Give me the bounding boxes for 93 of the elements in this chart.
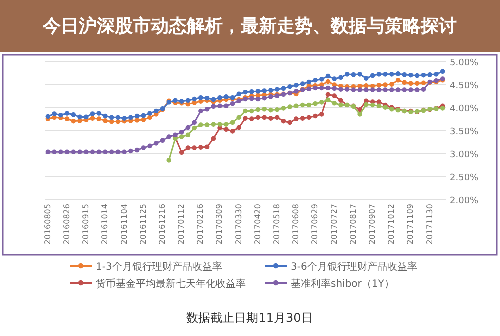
point [262,106,267,112]
point [338,98,344,104]
point [236,125,242,130]
point [179,150,184,156]
point [294,104,299,109]
point [326,98,331,103]
x-tick-label: 20170216 [196,204,206,245]
point [249,116,254,122]
x-tick-label: 20170330 [234,204,244,245]
y-tick-label: 3.00% [450,150,480,160]
point [281,106,286,111]
text: 数据截止日期11月30日 [186,311,314,325]
y-tick-label: 4.50% [450,82,480,92]
y-tick-label: 3.50% [450,128,480,138]
point [186,132,191,138]
point [383,105,388,110]
point [313,114,318,119]
x-tick-label: 20161104 [120,204,129,245]
legend-label: 货币基金平均最新七天年化收益率 [96,278,246,290]
x-tick-label: 20171109 [406,204,416,245]
x-tick-label: 20170518 [272,204,282,245]
y-tick-label: 5.00% [450,58,480,68]
x-tick-label: 20170420 [253,204,262,245]
x-tick-label: 20170907 [368,204,377,245]
point [186,146,191,150]
point [288,104,292,110]
x-tick-label: 20161125 [138,204,148,245]
x-tick-label: 20170727 [330,204,339,245]
legend-label: 基准利率shibor（1Y） [291,278,394,290]
point [313,101,318,106]
x-tick-label: 20170608 [292,204,301,245]
point [274,107,280,112]
point [288,120,292,126]
point [326,92,331,98]
x-tick-label: 20160915 [82,204,91,245]
point [256,107,261,112]
point [376,104,382,109]
point [440,106,446,111]
point [243,108,248,114]
point [230,129,236,134]
point [364,102,369,108]
point [243,116,248,121]
point [198,145,204,150]
point [249,108,254,114]
point [204,144,210,150]
point [211,122,216,127]
point [332,101,338,106]
point [204,122,210,128]
point [192,146,197,150]
point [224,127,229,132]
point [274,115,280,120]
point [332,94,338,98]
x-tick-label: 20170309 [215,204,224,245]
point [358,112,362,117]
point [300,116,306,121]
point [198,122,204,128]
point [319,112,324,117]
y-tick-label: 2.50% [450,174,480,184]
point [281,118,286,124]
y-tick-label: 2.00% [450,196,480,206]
point [268,116,274,121]
point [166,158,172,163]
point [306,102,312,108]
point [192,126,197,131]
x-tick-label: 20171012 [387,204,396,245]
x-tick-label: 20161014 [100,204,110,245]
point [370,102,376,108]
y-tick-label: 4.00% [450,104,480,114]
legend-label: 1-3个月银行理财产品收益率 [96,261,222,273]
point [268,108,274,113]
chart-title: 今日沪深股市动态解析，最新走势、数据与策略探讨 [42,16,457,37]
point [262,115,267,120]
point [211,136,216,142]
x-tick-label: 20170112 [177,204,186,245]
point [376,100,382,104]
point [179,134,184,140]
x-tick-label: 20161216 [158,204,167,245]
x-tick-label: 20160805 [43,204,52,245]
point [224,122,229,127]
point [338,102,344,108]
point [300,102,306,108]
point [218,122,222,127]
x-tick-label: 20160826 [62,204,72,245]
x-tick-label: 20170817 [348,204,358,245]
point [256,115,261,120]
point [294,116,299,122]
point [230,120,236,126]
point [306,115,312,120]
x-tick-label: 20171130 [425,204,434,245]
legend-label: 3-6个月银行理财产品收益率 [291,261,418,273]
x-tick-label: 20170629 [310,204,320,245]
point [236,115,242,120]
point [319,100,324,105]
